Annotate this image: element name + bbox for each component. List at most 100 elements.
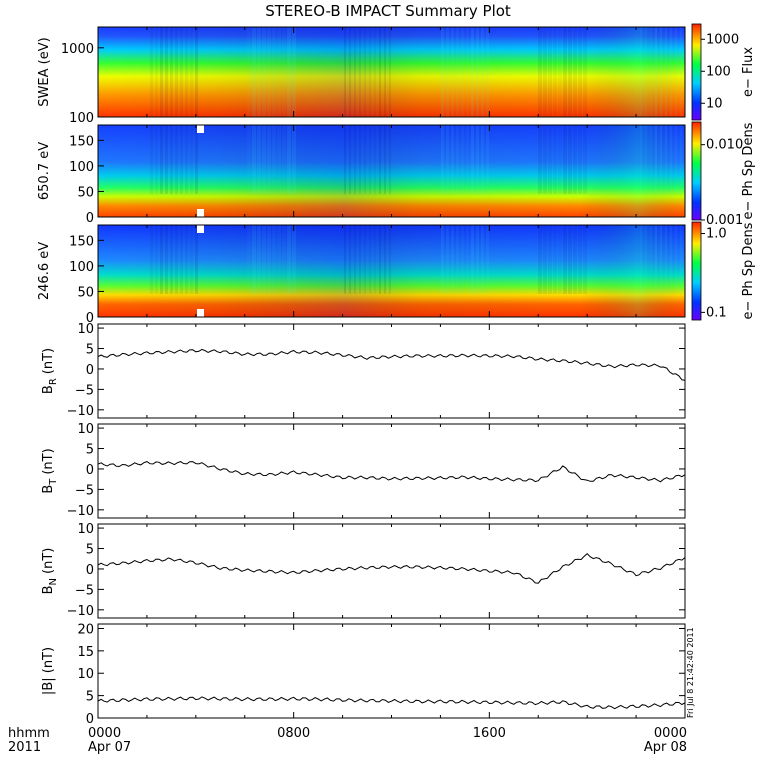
heatmap-streak xyxy=(441,27,444,117)
panel-4: 10 5 0 −5 −10 BR (nT) xyxy=(41,322,686,419)
y-tick-label: 100 xyxy=(69,160,94,175)
y-tick-label: −10 xyxy=(67,604,94,619)
y-tick-label: −5 xyxy=(75,383,94,398)
heatmap-streak xyxy=(670,125,672,194)
heatmap-streak xyxy=(272,27,276,117)
panel-frame xyxy=(97,423,686,519)
heatmap-streak xyxy=(471,225,474,294)
heatmap-streak xyxy=(180,125,183,194)
heatmap-streak xyxy=(461,225,464,294)
heatmap-streak xyxy=(650,225,652,294)
colorbar xyxy=(691,121,702,221)
heatmap-streak xyxy=(675,27,677,117)
colorbar xyxy=(691,221,702,321)
y-axis-label-sub: R xyxy=(48,378,59,385)
heatmap-streak xyxy=(359,225,361,294)
heatmap-streak xyxy=(277,225,281,294)
heatmap-streak xyxy=(369,125,371,194)
heatmap-streak xyxy=(190,225,193,294)
heatmap-streak xyxy=(655,125,657,194)
y-tick-label: 20 xyxy=(77,622,94,637)
y-tick-label: 0 xyxy=(86,211,94,226)
heatmap-streak xyxy=(155,225,158,294)
time-tick-label: 0000 xyxy=(88,726,121,741)
heatmap-streak xyxy=(359,125,361,194)
heatmap-streak xyxy=(563,225,567,294)
heatmap-streak xyxy=(466,125,469,194)
heatmap-streak xyxy=(287,27,291,117)
heatmap-streak xyxy=(451,125,454,194)
heatmap-streak xyxy=(155,125,158,194)
y-tick-label: 5 xyxy=(86,343,94,358)
data-gap-top xyxy=(197,125,204,133)
heatmap-streak xyxy=(180,27,183,117)
heatmap-streak xyxy=(272,125,276,194)
heatmap-streak xyxy=(543,27,547,117)
heatmap-streak xyxy=(471,125,474,194)
heatmap-streak xyxy=(344,27,346,117)
y-tick-label: −5 xyxy=(75,583,94,598)
heatmap-streak xyxy=(680,27,682,117)
heatmap-streak xyxy=(538,125,542,194)
heatmap-streak xyxy=(665,27,667,117)
heatmap-streak xyxy=(369,225,371,294)
heatmap-streak xyxy=(553,27,557,117)
heatmap-streak xyxy=(645,225,647,294)
heatmap-streak xyxy=(252,27,256,117)
heatmap-streak xyxy=(257,125,261,194)
heatmap-streak xyxy=(481,27,484,117)
panel-3: 0.1 1.0 e− Ph Sp Dens 0 50 100 150 246.6 eV xyxy=(37,221,756,326)
heatmap-streak xyxy=(655,27,657,117)
y-axis-label-main: B xyxy=(41,485,56,494)
heatmap-streak xyxy=(553,225,557,294)
colorbar-tick-label: 1.0 xyxy=(706,227,727,242)
heatmap-streak xyxy=(384,125,386,194)
heatmap-streak xyxy=(277,125,281,194)
heatmap-streak xyxy=(660,125,662,194)
heatmap-streak xyxy=(354,125,356,194)
heatmap-streak xyxy=(175,225,178,294)
heatmap-streak xyxy=(364,225,366,294)
heatmap-streak xyxy=(645,27,647,117)
y-tick-label: 100 xyxy=(69,260,94,275)
heatmap-shading xyxy=(98,27,685,117)
heatmap-streak xyxy=(165,225,168,294)
heatmap-streak xyxy=(563,125,567,194)
y-tick-label: −10 xyxy=(67,504,94,519)
heatmap-streak xyxy=(558,27,562,117)
heatmap-streak xyxy=(538,27,542,117)
panel-frame xyxy=(97,323,686,419)
heatmap-streak xyxy=(553,125,557,194)
heatmap-streak xyxy=(481,225,484,294)
heatmap-streak xyxy=(175,27,178,117)
heatmap-streak xyxy=(650,125,652,194)
heatmap-streak xyxy=(160,225,163,294)
y-tick-label: 50 xyxy=(77,285,94,300)
heatmap-streak xyxy=(670,225,672,294)
panel-frame xyxy=(97,623,686,719)
plot-title: STEREO-B IMPACT Summary Plot xyxy=(265,2,511,20)
heatmap-streak xyxy=(548,125,552,194)
y-tick-label: 0 xyxy=(86,363,94,378)
heatmap-streak xyxy=(247,225,251,294)
y-tick-label: 0 xyxy=(86,563,94,578)
data-gap-top xyxy=(197,225,204,233)
heatmap-streak xyxy=(160,27,163,117)
series-line xyxy=(97,348,686,381)
heatmap-streak xyxy=(190,125,193,194)
colorbar-tick-label: 100 xyxy=(706,64,731,79)
heatmap-streak xyxy=(543,125,547,194)
heatmap-streak xyxy=(481,125,484,194)
y-tick-label: 0 xyxy=(86,463,94,478)
heatmap-streak xyxy=(563,27,567,117)
heatmap-streak xyxy=(374,225,376,294)
heatmap-streak xyxy=(660,225,662,294)
heatmap-streak xyxy=(344,125,346,194)
y-axis-label: 246.6 eV xyxy=(37,242,52,300)
series-line xyxy=(97,461,686,483)
heatmap-streak xyxy=(170,225,173,294)
heatmap-streak xyxy=(267,125,271,194)
heatmap-streak xyxy=(262,225,266,294)
heatmap-streak xyxy=(379,125,381,194)
